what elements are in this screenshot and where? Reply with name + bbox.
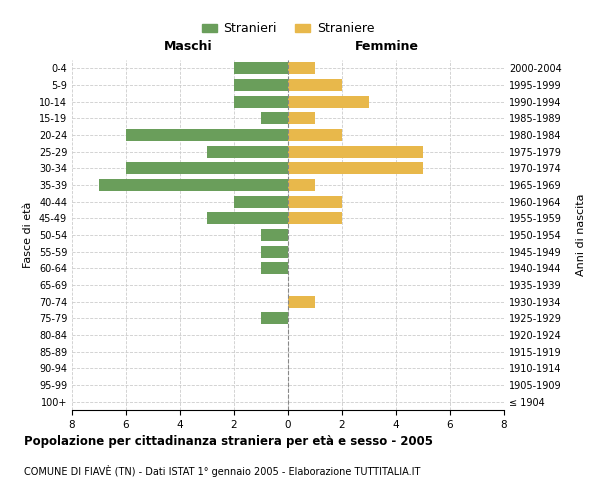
Text: COMUNE DI FIAVÈ (TN) - Dati ISTAT 1° gennaio 2005 - Elaborazione TUTTITALIA.IT: COMUNE DI FIAVÈ (TN) - Dati ISTAT 1° gen… (24, 465, 421, 477)
Bar (261, 312, 288, 324)
Bar (261, 229, 288, 241)
Y-axis label: Anni di nascita: Anni di nascita (575, 194, 586, 276)
Bar (288, 129, 342, 141)
Bar (234, 196, 288, 207)
Bar (288, 112, 315, 124)
Bar (261, 262, 288, 274)
Bar (288, 96, 369, 108)
Text: Popolazione per cittadinanza straniera per età e sesso - 2005: Popolazione per cittadinanza straniera p… (24, 435, 433, 448)
Legend: Stranieri, Straniere: Stranieri, Straniere (197, 18, 379, 40)
Bar (126, 162, 288, 174)
Bar (288, 196, 342, 207)
Bar (261, 112, 288, 124)
Bar (126, 129, 288, 141)
Text: Maschi: Maschi (164, 40, 213, 53)
Bar (261, 246, 288, 258)
Bar (288, 146, 423, 158)
Bar (288, 62, 315, 74)
Bar (288, 212, 342, 224)
Text: Femmine: Femmine (355, 40, 419, 53)
Bar (234, 96, 288, 108)
Bar (288, 162, 423, 174)
Bar (288, 79, 342, 91)
Bar (99, 179, 288, 191)
Bar (288, 179, 315, 191)
Bar (207, 212, 288, 224)
Y-axis label: Fasce di età: Fasce di età (23, 202, 33, 268)
Bar (234, 62, 288, 74)
Bar (207, 146, 288, 158)
Bar (234, 79, 288, 91)
Bar (288, 296, 315, 308)
